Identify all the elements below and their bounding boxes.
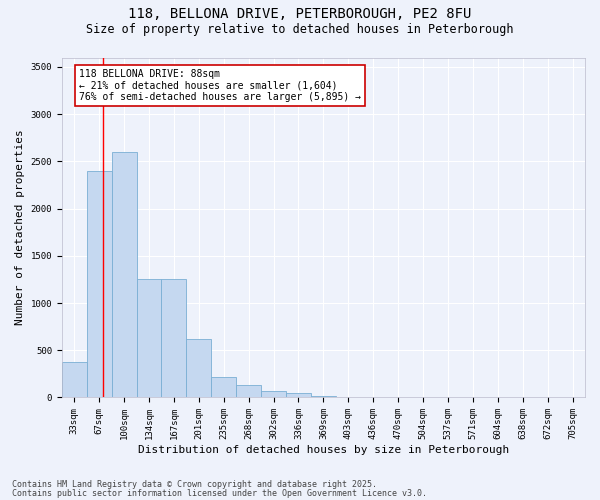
Bar bbox=[311, 396, 336, 398]
Bar bbox=[86, 171, 112, 398]
Bar bbox=[62, 362, 86, 398]
Bar bbox=[361, 396, 386, 398]
Text: Contains public sector information licensed under the Open Government Licence v3: Contains public sector information licen… bbox=[12, 488, 427, 498]
Bar bbox=[211, 377, 236, 398]
Text: 118 BELLONA DRIVE: 88sqm
← 21% of detached houses are smaller (1,604)
76% of sem: 118 BELLONA DRIVE: 88sqm ← 21% of detach… bbox=[79, 69, 361, 102]
Bar bbox=[161, 280, 187, 398]
Bar bbox=[187, 339, 211, 398]
Bar bbox=[137, 280, 161, 398]
Y-axis label: Number of detached properties: Number of detached properties bbox=[15, 130, 25, 326]
Bar bbox=[261, 391, 286, 398]
X-axis label: Distribution of detached houses by size in Peterborough: Distribution of detached houses by size … bbox=[138, 445, 509, 455]
Bar bbox=[112, 152, 137, 398]
Text: Contains HM Land Registry data © Crown copyright and database right 2025.: Contains HM Land Registry data © Crown c… bbox=[12, 480, 377, 489]
Text: Size of property relative to detached houses in Peterborough: Size of property relative to detached ho… bbox=[86, 22, 514, 36]
Text: 118, BELLONA DRIVE, PETERBOROUGH, PE2 8FU: 118, BELLONA DRIVE, PETERBOROUGH, PE2 8F… bbox=[128, 8, 472, 22]
Bar bbox=[236, 385, 261, 398]
Bar bbox=[286, 393, 311, 398]
